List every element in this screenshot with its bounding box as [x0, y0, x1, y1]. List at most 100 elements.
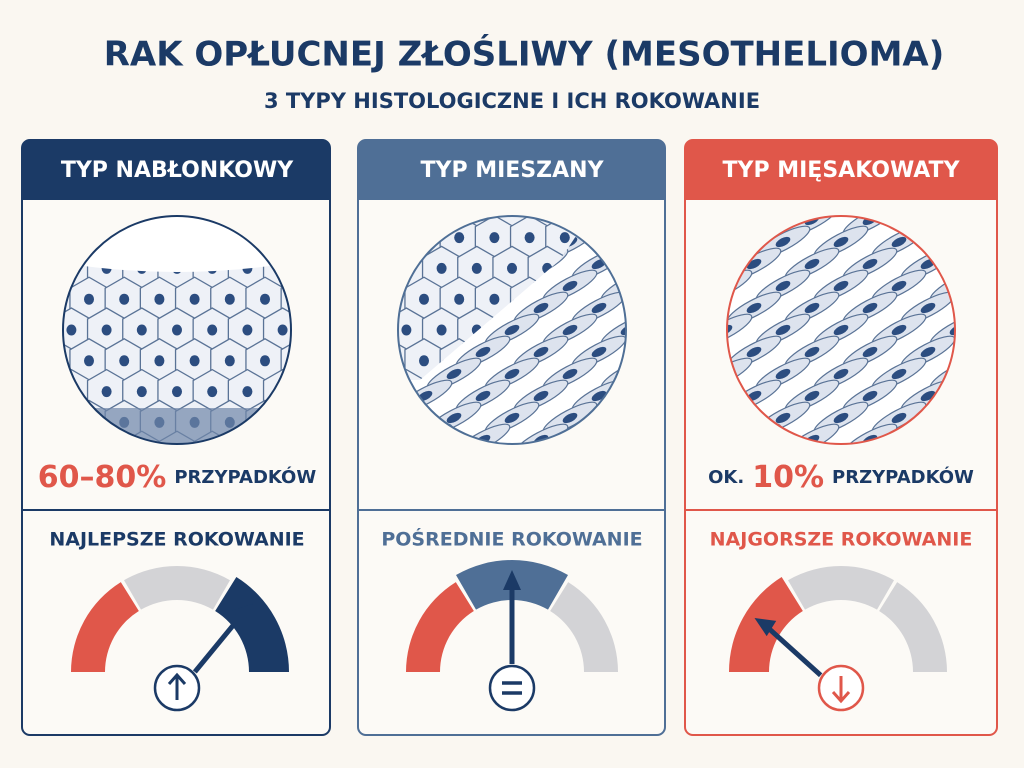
nucleus — [331, 509, 341, 520]
nucleus — [746, 258, 762, 270]
spindle-cell — [1014, 199, 1024, 241]
nucleus — [1006, 367, 1024, 382]
nucleus — [330, 294, 340, 305]
nucleus — [348, 448, 358, 459]
nucleus — [0, 386, 6, 397]
stat: 60–80% PRZYPADKÓW — [38, 460, 317, 495]
cell — [0, 431, 20, 475]
nucleus — [533, 346, 549, 358]
nucleus — [475, 346, 491, 358]
nucleus — [172, 386, 182, 398]
gauge-segment — [124, 566, 230, 610]
gauge-segment — [71, 582, 139, 672]
needle-head — [754, 617, 777, 637]
gauge-segment — [788, 565, 894, 610]
nucleus — [504, 368, 520, 380]
icon-equal — [502, 681, 522, 695]
icon-circle — [488, 664, 536, 712]
needle-head — [503, 570, 521, 590]
nucleus — [136, 324, 147, 336]
nucleus — [727, 324, 733, 336]
cell — [0, 123, 20, 167]
nucleus — [348, 509, 358, 520]
nucleus — [330, 171, 340, 182]
nucleus — [0, 448, 6, 459]
spindle-cell — [1014, 375, 1024, 417]
cell — [0, 370, 20, 414]
nucleus — [891, 280, 907, 292]
nucleus — [0, 509, 6, 520]
card-header — [22, 140, 330, 200]
nucleus — [862, 346, 878, 358]
nucleus — [329, 323, 347, 338]
spindle-cell — [1014, 331, 1024, 373]
nucleus — [475, 390, 491, 402]
nucleus — [746, 302, 762, 314]
nucleus — [489, 293, 500, 305]
nucleus — [0, 325, 6, 336]
nucleus — [242, 324, 253, 336]
nucleus — [0, 140, 6, 151]
cell — [0, 493, 20, 537]
prognosis: NAJGORSZE ROKOWANIE — [710, 529, 973, 551]
stat: OK. 10% PRZYPADKÓW — [708, 460, 974, 495]
nucleus — [401, 324, 412, 336]
nucleus — [1006, 411, 1024, 426]
nucleus — [775, 236, 791, 248]
stat-value: 60–80% — [38, 460, 167, 495]
cell — [727, 313, 753, 347]
cell — [0, 277, 2, 321]
nucleus — [331, 386, 341, 397]
nucleus — [0, 263, 6, 274]
nucleus — [920, 302, 936, 314]
gauge-segment — [406, 582, 474, 672]
nucleus — [348, 201, 358, 212]
nucleus — [329, 279, 347, 294]
spindle-cell — [1014, 287, 1024, 329]
nucleus — [331, 263, 341, 274]
nucleus — [746, 346, 762, 358]
cell — [1014, 419, 1024, 461]
nucleus — [665, 355, 675, 366]
card-header — [358, 140, 665, 200]
gauge-segment — [879, 582, 947, 672]
nucleus — [891, 236, 907, 248]
prognosis: NAJLEPSZE ROKOWANIE — [49, 529, 304, 551]
nucleus — [331, 325, 341, 336]
nucleus — [84, 293, 94, 305]
nucleus — [562, 412, 578, 424]
gauge-segment — [215, 577, 289, 672]
nucleus — [154, 293, 165, 305]
nucleus — [665, 417, 675, 428]
spindle-cell — [1014, 243, 1024, 285]
spindle-cell — [1014, 419, 1024, 461]
nucleus — [330, 232, 340, 243]
nucleus — [331, 448, 341, 459]
nucleus — [329, 411, 347, 426]
nucleus — [331, 140, 341, 151]
nucleus — [260, 293, 270, 305]
nucleus — [524, 232, 535, 244]
nucleus — [833, 236, 849, 248]
nucleus — [775, 368, 791, 380]
nucleus — [446, 412, 462, 424]
nucleus — [446, 368, 462, 380]
nucleus — [920, 390, 936, 402]
nucleus — [224, 355, 235, 367]
nucleus — [533, 390, 549, 402]
nucleus — [891, 324, 907, 336]
nucleus — [862, 258, 878, 270]
nucleus — [804, 302, 820, 314]
nucleus — [348, 140, 358, 151]
nucleus — [154, 355, 165, 367]
subtitle: 3 TYPY HISTOLOGICZNE I ICH ROKOWANIE — [264, 89, 760, 113]
card-title: TYP NABŁONKOWY — [61, 158, 294, 183]
prognosis: POŚREDNIE ROKOWANIE — [381, 527, 642, 551]
nucleus — [591, 302, 607, 314]
nucleus — [207, 324, 218, 336]
nucleus — [66, 324, 77, 336]
micrograph-rim — [62, 215, 292, 445]
nucleus — [665, 479, 675, 490]
nucleus — [189, 293, 200, 305]
